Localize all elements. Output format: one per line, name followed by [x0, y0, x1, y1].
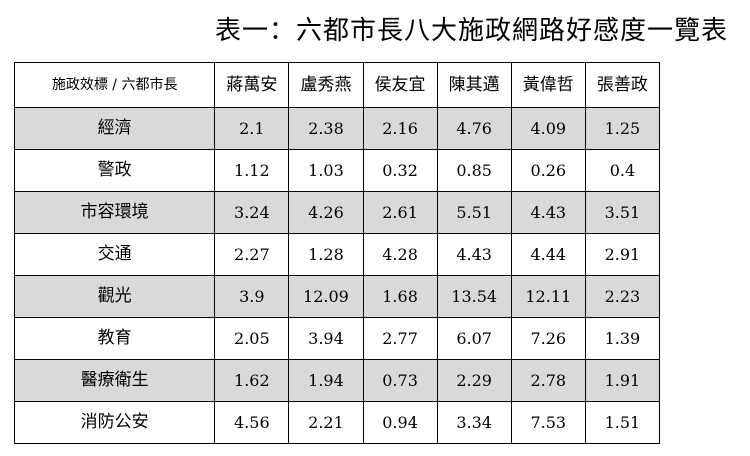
value-cell: 0.94 — [362, 401, 438, 444]
value-cell: 1.62 — [214, 359, 290, 402]
row-label: 經濟 — [13, 107, 216, 150]
row-label: 教育 — [13, 317, 216, 360]
value-cell: 7.53 — [510, 401, 586, 444]
value-cell: 1.51 — [584, 401, 661, 444]
value-cell: 6.07 — [436, 317, 512, 360]
table-body: 經濟 2.1 2.38 2.16 4.76 4.09 1.25 警政 1.12 1.03 0.32 0… — [13, 107, 661, 444]
mayor-header: 黃偉哲 — [510, 62, 586, 108]
value-cell: 5.51 — [436, 191, 512, 234]
value-cell: 0.26 — [510, 149, 586, 192]
value-cell: 3.51 — [584, 191, 661, 234]
row-label: 醫療衛生 — [13, 359, 216, 402]
value-cell: 2.16 — [362, 107, 438, 150]
value-cell: 4.09 — [510, 107, 586, 150]
value-cell: 1.25 — [584, 107, 661, 150]
table-row: 警政 1.12 1.03 0.32 0.85 0.26 0.4 — [13, 149, 661, 192]
value-cell: 3.94 — [288, 317, 364, 360]
favorability-table: 施政效標 / 六都市長 蔣萬安 盧秀燕 侯友宜 陳其邁 黃偉哲 張善政 經濟 2.… — [13, 62, 661, 444]
value-cell: 0.73 — [362, 359, 438, 402]
table-row: 市容環境 3.24 4.26 2.61 5.51 4.43 3.51 — [13, 191, 661, 234]
mayor-header: 張善政 — [584, 62, 661, 108]
value-cell: 1.28 — [288, 233, 364, 276]
value-cell: 2.05 — [214, 317, 290, 360]
value-cell: 0.4 — [584, 149, 661, 192]
value-cell: 2.29 — [436, 359, 512, 402]
mayor-header: 侯友宜 — [362, 62, 438, 108]
value-cell: 1.94 — [288, 359, 364, 402]
table-title: 表一：六都市長八大施政網路好感度一覽表 — [214, 16, 728, 46]
value-cell: 2.21 — [288, 401, 364, 444]
table-row: 教育 2.05 3.94 2.77 6.07 7.26 1.39 — [13, 317, 661, 360]
value-cell: 2.61 — [362, 191, 438, 234]
value-cell: 12.11 — [510, 275, 586, 318]
value-cell: 4.56 — [214, 401, 290, 444]
value-cell: 0.32 — [362, 149, 438, 192]
table-row: 觀光 3.9 12.09 1.68 13.54 12.11 2.23 — [13, 275, 661, 318]
value-cell: 4.76 — [436, 107, 512, 150]
value-cell: 2.77 — [362, 317, 438, 360]
value-cell: 3.24 — [214, 191, 290, 234]
table-row: 消防公安 4.56 2.21 0.94 3.34 7.53 1.51 — [13, 401, 661, 444]
value-cell: 4.26 — [288, 191, 364, 234]
table-row: 經濟 2.1 2.38 2.16 4.76 4.09 1.25 — [13, 107, 661, 150]
corner-header: 施政效標 / 六都市長 — [13, 62, 216, 108]
value-cell: 1.12 — [214, 149, 290, 192]
value-cell: 4.28 — [362, 233, 438, 276]
value-cell: 2.78 — [510, 359, 586, 402]
row-label: 市容環境 — [13, 191, 216, 234]
mayor-header: 陳其邁 — [436, 62, 512, 108]
row-label: 警政 — [13, 149, 216, 192]
value-cell: 3.9 — [214, 275, 290, 318]
value-cell: 1.03 — [288, 149, 364, 192]
value-cell: 2.27 — [214, 233, 290, 276]
value-cell: 7.26 — [510, 317, 586, 360]
value-cell: 1.91 — [584, 359, 661, 402]
header-row: 施政效標 / 六都市長 蔣萬安 盧秀燕 侯友宜 陳其邁 黃偉哲 張善政 — [13, 62, 661, 108]
row-label: 消防公安 — [13, 401, 216, 444]
row-label: 交通 — [13, 233, 216, 276]
table-row: 交通 2.27 1.28 4.28 4.43 4.44 2.91 — [13, 233, 661, 276]
row-label: 觀光 — [13, 275, 216, 318]
mayor-header: 蔣萬安 — [214, 62, 290, 108]
table-row: 醫療衛生 1.62 1.94 0.73 2.29 2.78 1.91 — [13, 359, 661, 402]
mayor-header: 盧秀燕 — [288, 62, 364, 108]
value-cell: 2.1 — [214, 107, 290, 150]
value-cell: 4.43 — [510, 191, 586, 234]
value-cell: 1.39 — [584, 317, 661, 360]
value-cell: 13.54 — [436, 275, 512, 318]
value-cell: 2.38 — [288, 107, 364, 150]
value-cell: 0.85 — [436, 149, 512, 192]
value-cell: 2.23 — [584, 275, 661, 318]
value-cell: 12.09 — [288, 275, 364, 318]
value-cell: 3.34 — [436, 401, 512, 444]
value-cell: 2.91 — [584, 233, 661, 276]
value-cell: 4.44 — [510, 233, 586, 276]
value-cell: 1.68 — [362, 275, 438, 318]
value-cell: 4.43 — [436, 233, 512, 276]
